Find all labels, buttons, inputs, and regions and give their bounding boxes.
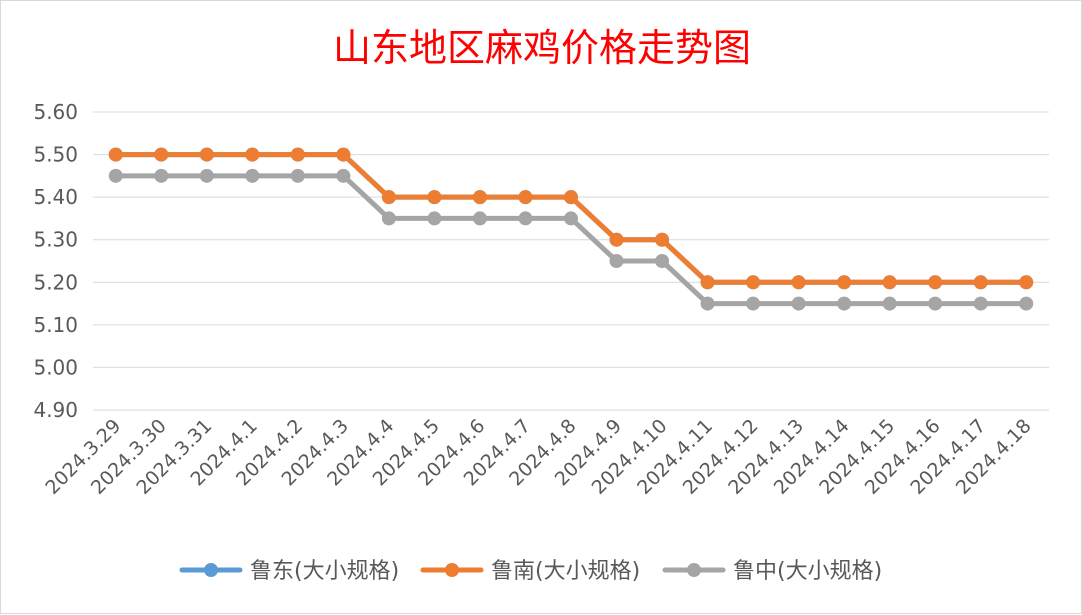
series-layer: [108, 147, 1034, 311]
series-3: [108, 168, 1034, 311]
legend-label: 鲁南(大小规格): [491, 559, 640, 584]
data-point: [655, 232, 670, 247]
data-point: [518, 190, 533, 205]
data-point: [837, 275, 852, 290]
data-point: [427, 190, 442, 205]
data-point: [518, 211, 533, 226]
data-point: [700, 296, 715, 311]
data-point: [564, 211, 578, 226]
y-tick-label: 5.20: [33, 270, 78, 294]
data-point: [154, 147, 169, 162]
data-point: [154, 168, 169, 183]
data-point: [1019, 296, 1034, 311]
y-tick-label: 5.60: [33, 100, 78, 124]
data-point: [245, 168, 260, 183]
data-point: [199, 168, 214, 183]
data-point: [882, 296, 897, 311]
data-point: [837, 296, 852, 311]
data-point: [928, 296, 943, 311]
data-point: [973, 296, 988, 311]
y-tick-label: 5.40: [33, 185, 78, 209]
legend-label: 鲁中(大小规格): [733, 559, 882, 584]
data-point: [609, 254, 624, 268]
data-point: [882, 275, 897, 290]
data-point: [700, 275, 715, 290]
data-point: [245, 147, 260, 162]
data-point: [928, 275, 943, 290]
data-point: [1019, 275, 1034, 290]
legend: 鲁东(大小规格) 鲁南(大小规格) 鲁中(大小规格): [179, 559, 882, 584]
y-tick-label: 5.30: [33, 228, 78, 252]
legend-marker: [687, 563, 701, 577]
data-point: [336, 147, 351, 162]
y-tick-label: 5.00: [33, 355, 78, 379]
data-point: [655, 254, 670, 268]
y-tick-label: 4.90: [33, 398, 78, 422]
y-tick-label: 5.10: [33, 313, 78, 337]
legend-marker: [204, 563, 218, 577]
data-point: [336, 168, 351, 183]
legend-entry: 鲁中(大小规格): [662, 559, 882, 584]
legend-label: 鲁东(大小规格): [250, 559, 399, 584]
data-point: [290, 168, 305, 183]
data-point: [108, 147, 123, 162]
x-axis: 2024.3.292024.3.302024.3.312024.4.12024.…: [41, 415, 1035, 499]
data-point: [290, 147, 305, 162]
y-axis: 4.90 5.00 5.10 5.20 5.30 5.40 5.50 5.60: [33, 100, 78, 422]
legend-marker: [445, 563, 459, 577]
chart-title: 山东地区麻鸡价格走势图: [333, 26, 751, 70]
legend-entry: 鲁南(大小规格): [420, 559, 640, 584]
data-point: [427, 211, 442, 226]
legend-entry: 鲁东(大小规格): [179, 559, 399, 584]
data-point: [472, 190, 487, 205]
data-point: [564, 190, 578, 205]
data-point: [381, 190, 396, 205]
data-point: [199, 147, 214, 162]
data-point: [609, 232, 624, 247]
data-point: [381, 211, 396, 226]
y-tick-label: 5.50: [33, 143, 78, 167]
series-2: [108, 147, 1034, 290]
data-point: [973, 275, 988, 290]
data-point: [108, 168, 123, 183]
data-point: [791, 296, 806, 311]
data-point: [746, 296, 761, 311]
data-point: [746, 275, 761, 290]
data-point: [791, 275, 806, 290]
data-point: [472, 211, 487, 226]
